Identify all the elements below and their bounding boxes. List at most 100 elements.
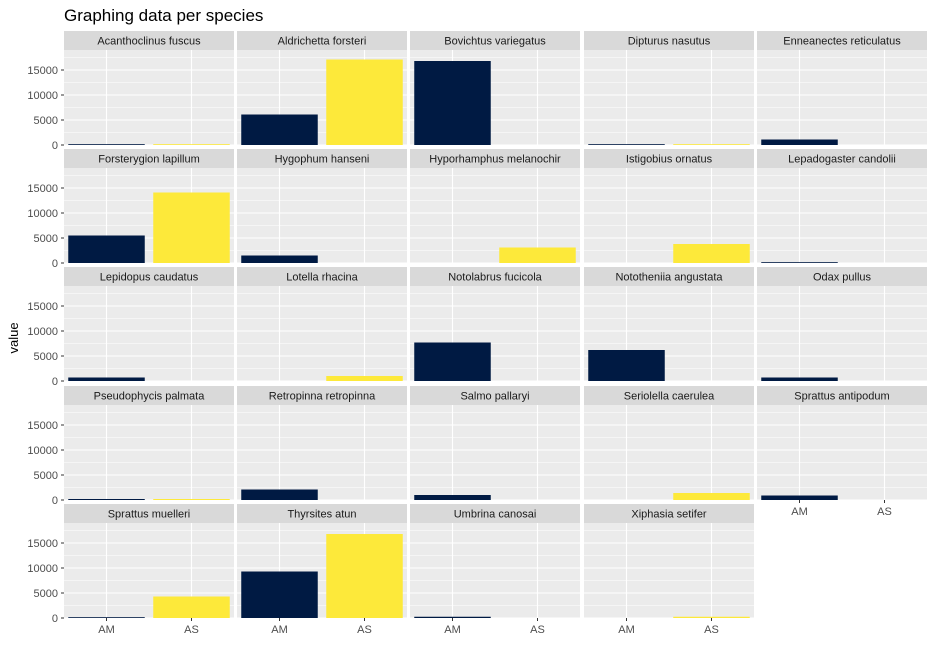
bar-am <box>241 571 318 618</box>
facet-strip-label: Pseudophycis palmata <box>94 391 206 403</box>
bar-as <box>673 616 750 618</box>
bar-am <box>68 617 145 618</box>
bar-am <box>414 616 491 618</box>
panel-background <box>410 523 580 618</box>
bar-am <box>414 495 491 500</box>
facet-strip <box>410 504 580 523</box>
facet-strip <box>64 31 234 50</box>
facet-strip <box>410 31 580 50</box>
facet-strip <box>237 504 407 523</box>
panel-background <box>237 286 407 381</box>
bar-am <box>588 144 665 145</box>
y-tick-label: 5000 <box>34 470 58 482</box>
facet-strip-label: Xiphasia setifer <box>631 509 707 521</box>
bar-am <box>68 377 145 381</box>
facet-strip-label: Umbrina canosai <box>454 509 537 521</box>
facet-strip <box>584 504 754 523</box>
facet-strip-label: Odax pullus <box>813 272 872 284</box>
bar-am <box>241 114 318 145</box>
facet-strip <box>757 386 927 405</box>
y-tick-label: 0 <box>52 613 58 625</box>
panel-background <box>237 168 407 263</box>
panel-background <box>757 50 927 145</box>
facet-panel: Hyporhamphus melanochir <box>410 149 580 264</box>
x-tick-label: AS <box>530 624 545 636</box>
facet-panel: Sprattus antipodum AM AS <box>757 386 927 518</box>
y-tick-label: 5000 <box>34 115 58 127</box>
bar-am <box>414 342 491 381</box>
bar-as <box>326 59 403 145</box>
facet-strip <box>64 504 234 523</box>
bar-am <box>761 377 838 381</box>
y-tick-label: 10000 <box>27 90 58 102</box>
panel-background <box>584 50 754 145</box>
y-tick-label: 5000 <box>34 351 58 363</box>
facet-strip <box>757 267 927 286</box>
bar-as <box>499 247 576 263</box>
facet-panel: Salmo pallaryi <box>410 386 580 501</box>
facet-strip-label: Forsterygion lapillum <box>98 154 199 166</box>
panel-background <box>757 286 927 381</box>
y-tick-label: 0 <box>52 495 58 507</box>
bar-am <box>761 262 838 263</box>
y-tick-label: 15000 <box>27 183 58 195</box>
y-tick-label: 10000 <box>27 445 58 457</box>
facet-strip-label: Lepadogaster candolii <box>788 154 896 166</box>
facet-panel: Xiphasia setifer AM AS <box>584 504 754 636</box>
facet-strip <box>64 267 234 286</box>
panel-background <box>757 168 927 263</box>
y-tick-label: 15000 <box>27 420 58 432</box>
facet-strip <box>584 386 754 405</box>
facet-strip <box>237 31 407 50</box>
facet-strip-label: Bovichtus variegatus <box>444 36 546 48</box>
bar-as <box>153 144 230 145</box>
bar-am <box>761 139 838 145</box>
facet-panel: Odax pullus <box>757 267 927 382</box>
facet-panel: Dipturus nasutus <box>584 31 754 146</box>
panel-background <box>64 50 234 145</box>
x-tick-label: AS <box>184 624 199 636</box>
facet-strip-label: Enneanectes reticulatus <box>783 36 901 48</box>
bar-as <box>673 244 750 263</box>
y-tick-label: 10000 <box>27 208 58 220</box>
facet-panel: Bovichtus variegatus <box>410 31 580 146</box>
x-tick-label: AM <box>98 624 115 636</box>
facet-strip <box>410 386 580 405</box>
facet-panel: Hygophum hanseni <box>237 149 407 264</box>
facet-strip <box>237 267 407 286</box>
chart-title: Graphing data per species <box>64 6 263 25</box>
facet-panel: Lepadogaster candolii <box>757 149 927 264</box>
panel-background <box>64 405 234 500</box>
bar-am <box>761 495 838 500</box>
facet-panel: Umbrina canosai AM AS <box>410 504 580 636</box>
facet-strip <box>410 267 580 286</box>
x-tick-label: AS <box>877 506 892 518</box>
x-tick-label: AM <box>791 506 808 518</box>
facet-strip-label: Lepidopus caudatus <box>100 272 199 284</box>
facet-panel: Sprattus muelleri 0 5000 10000 15000 AM AS <box>27 504 234 636</box>
facet-strip-label: Retropinna retropinna <box>269 391 376 403</box>
x-tick-label: AS <box>357 624 372 636</box>
panel-background <box>410 168 580 263</box>
facet-strip-label: Thyrsites atun <box>287 509 356 521</box>
facet-strip <box>237 386 407 405</box>
facet-strip-label: Sprattus muelleri <box>108 509 191 521</box>
x-tick-label: AM <box>444 624 461 636</box>
panel-background <box>584 405 754 500</box>
facet-strip-label: Acanthoclinus fuscus <box>97 36 201 48</box>
facet-strip <box>64 386 234 405</box>
bar-am <box>241 489 318 500</box>
y-tick-label: 0 <box>52 258 58 270</box>
facet-strip-label: Seriolella caerulea <box>624 391 715 403</box>
panel-background <box>64 286 234 381</box>
facet-strip-label: Hygophum hanseni <box>275 154 370 166</box>
bar-as <box>673 493 750 500</box>
bar-as <box>153 596 230 618</box>
facet-panel: Lotella rhacina <box>237 267 407 382</box>
x-tick-label: AS <box>704 624 719 636</box>
x-tick-label: AM <box>271 624 288 636</box>
y-tick-label: 5000 <box>34 588 58 600</box>
facet-panel: Enneanectes reticulatus <box>757 31 927 146</box>
facet-panel: Seriolella caerulea <box>584 386 754 501</box>
